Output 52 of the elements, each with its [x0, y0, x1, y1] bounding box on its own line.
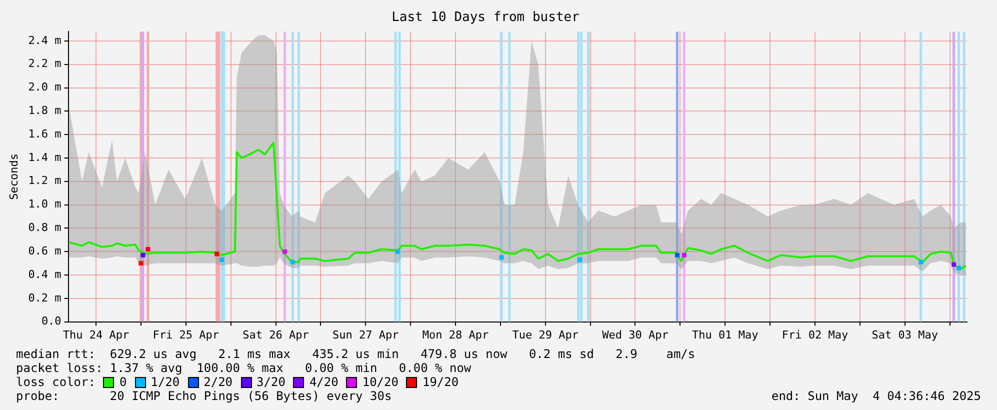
legend-label: 4/20: [309, 375, 338, 389]
point: [682, 252, 686, 258]
point: [220, 258, 224, 262]
x-tick-label: Sun 27 Apr: [332, 328, 400, 342]
y-tick-label: 0.0: [41, 314, 62, 328]
point: [140, 252, 146, 258]
legend-label: 10/20: [362, 375, 398, 389]
text: probe: 20 ICMP Echo Pings (56 Bytes) every 30s: [16, 389, 392, 403]
y-tick-label: 0.8 m: [28, 221, 62, 234]
point: [138, 261, 144, 266]
legend-title: loss color:: [16, 375, 96, 389]
y-tick-label: 1.2 m: [28, 174, 62, 188]
point: [395, 249, 400, 254]
point: [146, 246, 150, 252]
text: median rtt: 629.2 us avg 2.1 ms max 435.2 us min 479.8 us now 0.2 ms sd 2.9 am/s: [16, 347, 696, 361]
point: [290, 260, 295, 264]
y-tick-label: 1.6 m: [28, 127, 62, 140]
x-tick-label: Wed 30 Apr: [602, 328, 669, 342]
legend-label: 1/20: [150, 375, 180, 389]
y-tick-label: 0.2 m: [28, 291, 62, 304]
x-tick-label: Fri 25 Apr: [152, 328, 220, 342]
y-tick-label: 1.8 m: [28, 104, 62, 118]
point: [499, 255, 504, 260]
y-tick-label: 0.6 m: [28, 244, 62, 258]
x-tick-label: Thu 01 May: [692, 328, 759, 342]
x-tick-label: Sat 26 Apr: [242, 328, 310, 342]
x-tick-label: Tue 29 Apr: [512, 328, 579, 342]
legend-label: 2/20: [204, 375, 233, 389]
y-tick-label: 2.2 m: [28, 57, 62, 70]
point: [956, 266, 962, 270]
point: [918, 260, 924, 264]
chart-title: Last 10 Days from buster: [392, 10, 580, 26]
x-tick-label: Sat 03 May: [872, 328, 938, 342]
x-tick-label: Fri 02 May: [782, 328, 848, 342]
point: [282, 249, 288, 254]
x-tick-label: Mon 28 Apr: [422, 328, 489, 342]
point: [952, 262, 956, 267]
text: end: Sun May 4 04:36:46 2025: [771, 389, 981, 403]
point: [214, 252, 220, 256]
legend-label: 0: [119, 375, 127, 389]
text: packet loss: 1.37 % avg 100.00 % max 0.00 % min 0.00 % now: [16, 361, 472, 375]
y-tick-label: 2.4 m: [28, 34, 62, 47]
legend-label: 3/20: [256, 375, 286, 389]
y-tick-label: 2.0 m: [28, 80, 62, 94]
legend-label: 19/20: [422, 375, 459, 389]
point: [578, 258, 582, 262]
y-axis-title: Seconds: [7, 154, 20, 200]
point: [674, 252, 680, 258]
y-tick-label: 0.4 m: [28, 268, 62, 281]
y-tick-label: 1.4 m: [28, 150, 62, 164]
x-tick-label: Thu 24 Apr: [62, 328, 130, 342]
y-tick-label: 1.0 m: [28, 198, 62, 211]
